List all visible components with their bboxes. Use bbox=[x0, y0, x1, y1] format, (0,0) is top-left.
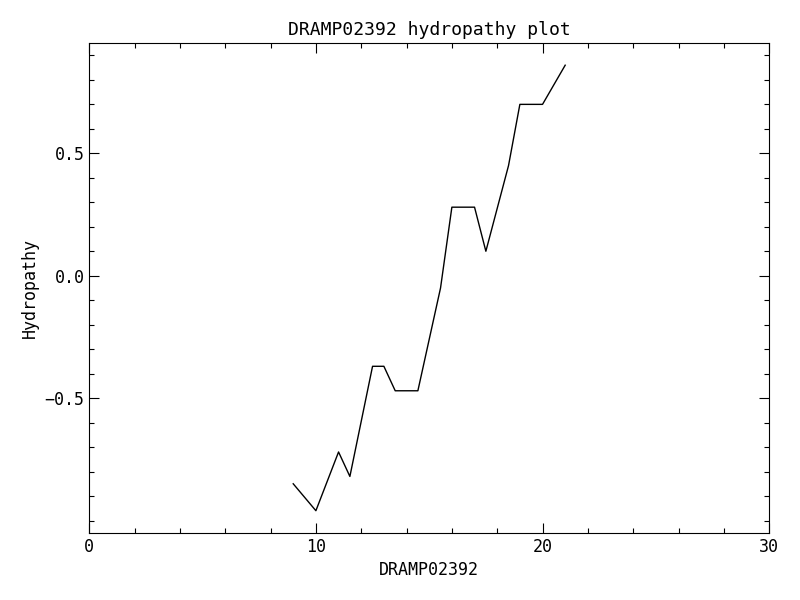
Title: DRAMP02392 hydropathy plot: DRAMP02392 hydropathy plot bbox=[288, 21, 570, 39]
Y-axis label: Hydropathy: Hydropathy bbox=[21, 238, 39, 338]
X-axis label: DRAMP02392: DRAMP02392 bbox=[379, 561, 479, 579]
